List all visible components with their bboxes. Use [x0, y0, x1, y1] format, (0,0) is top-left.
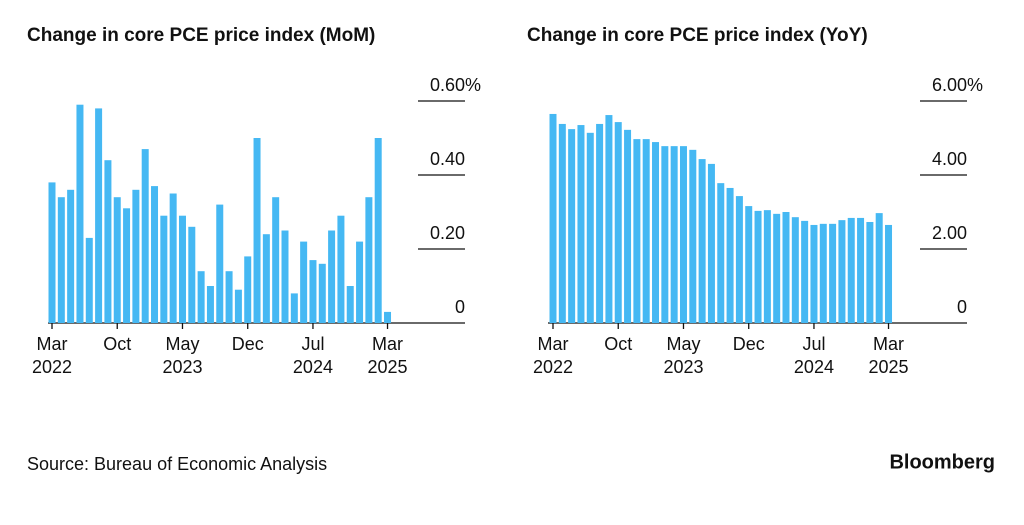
x-tick-label: Dec: [733, 334, 765, 354]
bar: [549, 113, 557, 323]
bar: [346, 286, 354, 323]
bar: [244, 256, 252, 323]
bar: [726, 187, 734, 323]
x-tick-label: Oct: [103, 334, 131, 354]
bar: [875, 213, 883, 323]
x-tick-label: Mar 2025: [868, 334, 908, 377]
bar: [290, 293, 298, 323]
bar: [169, 193, 177, 323]
bar: [679, 146, 687, 323]
x-tick-label: Mar 2022: [32, 334, 72, 377]
bar: [178, 215, 186, 323]
bar: [328, 230, 336, 323]
bar: [95, 108, 103, 324]
bar: [365, 197, 373, 323]
bar: [763, 210, 771, 323]
bar: [67, 189, 75, 323]
bar: [197, 271, 205, 323]
bar: [48, 182, 56, 323]
bar: [272, 197, 280, 323]
bar: [810, 224, 818, 323]
bar: [104, 160, 112, 323]
bar: [113, 197, 121, 323]
x-tick-label: Mar 2022: [533, 334, 573, 377]
bar: [707, 163, 715, 323]
bar: [281, 230, 289, 323]
x-tick-label: Mar 2025: [367, 334, 407, 377]
bar: [337, 215, 345, 323]
bar: [847, 217, 855, 323]
bar: [225, 271, 233, 323]
bar: [698, 159, 706, 323]
bar: [356, 241, 364, 323]
bar: [151, 186, 159, 323]
bar: [309, 260, 317, 323]
bar: [318, 263, 326, 323]
bar: [188, 226, 196, 323]
source: Source: Bureau of Economic Analysis: [27, 454, 327, 474]
bar: [206, 286, 214, 323]
x-tick-label: Jul 2024: [293, 334, 333, 377]
bar: [141, 149, 149, 323]
y-tick-label: 0: [957, 297, 967, 317]
x-tick-label: May 2023: [663, 334, 703, 377]
bar: [76, 104, 84, 323]
y-tick-label: 0.40: [430, 149, 465, 169]
bar: [586, 132, 594, 323]
bar: [829, 223, 837, 323]
x-tick-label: Jul 2024: [794, 334, 834, 377]
y-tick-label: 4.00: [932, 149, 967, 169]
bar: [773, 213, 781, 323]
chart-title: Change in core PCE price index (MoM): [27, 25, 375, 46]
bar: [262, 234, 270, 323]
bar: [801, 220, 809, 323]
bar: [253, 138, 261, 323]
bar: [132, 189, 140, 323]
bar: [85, 237, 93, 323]
bar: [885, 224, 893, 323]
bar: [300, 241, 308, 323]
bar: [633, 139, 641, 323]
bar: [754, 210, 762, 323]
bar: [577, 125, 585, 323]
bar: [745, 206, 753, 323]
bar: [374, 138, 382, 323]
bar: [819, 223, 827, 323]
bar: [614, 122, 622, 323]
bar: [123, 208, 131, 323]
bar: [857, 217, 865, 323]
x-tick-label: May 2023: [162, 334, 202, 377]
bar: [661, 146, 669, 323]
bar: [689, 149, 697, 323]
y-tick-label: 0.60%: [430, 75, 481, 95]
bar: [160, 215, 168, 323]
bar: [838, 220, 846, 323]
bar: [605, 115, 613, 323]
y-tick-label: 0.20: [430, 223, 465, 243]
bar: [652, 142, 660, 323]
bar: [57, 197, 65, 323]
brand: Bloomberg: [889, 451, 995, 473]
y-tick-label: 6.00%: [932, 75, 983, 95]
bar: [642, 139, 650, 323]
bar: [624, 129, 632, 323]
bar: [791, 217, 799, 323]
bar: [216, 204, 224, 323]
y-tick-label: 2.00: [932, 223, 967, 243]
bar: [596, 123, 604, 323]
bar: [782, 212, 790, 323]
bar: [866, 221, 874, 323]
bar: [735, 196, 743, 323]
bar: [384, 311, 392, 323]
x-tick-label: Dec: [232, 334, 264, 354]
bar: [717, 183, 725, 323]
chart-title: Change in core PCE price index (YoY): [527, 25, 868, 46]
y-tick-label: 0: [455, 297, 465, 317]
x-tick-label: Oct: [604, 334, 632, 354]
bar: [558, 123, 566, 323]
bar: [670, 146, 678, 323]
bar: [234, 289, 242, 323]
bar: [568, 129, 576, 323]
